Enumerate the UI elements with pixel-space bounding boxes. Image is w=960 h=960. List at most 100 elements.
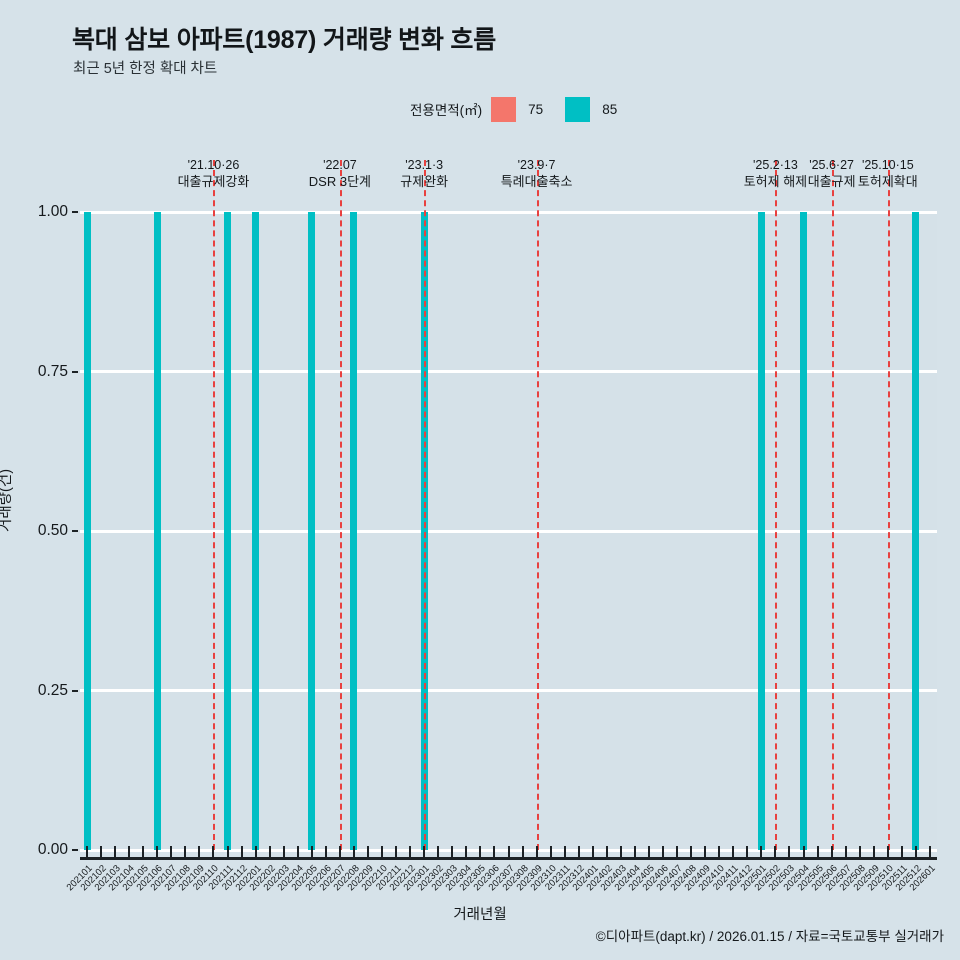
event-line: [831, 160, 834, 850]
x-axis-tick: [535, 846, 538, 857]
legend-title: 전용면적(㎡): [410, 103, 483, 118]
legend-label-85: 85: [602, 101, 618, 117]
y-axis-tick: [72, 530, 78, 532]
event-annotation-name: 특례대출축소: [500, 174, 573, 189]
event-annotation-date: '25.10·15: [861, 158, 914, 172]
x-axis-tick: [507, 846, 510, 857]
x-axis-tick: [858, 846, 861, 857]
x-axis-tick: [128, 846, 131, 857]
x-axis-tick: [367, 846, 369, 857]
bar: [912, 212, 920, 850]
event-annotation: '25.2·13 토허제 해제: [744, 157, 807, 190]
x-axis-tick: [310, 846, 313, 857]
x-axis-tick: [226, 846, 229, 857]
event-line: [536, 160, 539, 850]
legend-swatch-85: [565, 96, 591, 122]
y-axis-tick-label: 0.25: [37, 681, 68, 699]
x-axis-tick: [662, 846, 665, 857]
x-axis-tick: [577, 846, 580, 857]
x-axis-tick: [198, 846, 201, 857]
page-title: 복대 삼보 아파트(1987) 거래량 변화 흐름: [72, 26, 496, 54]
event-annotation: '21.10·26 대출규제강화: [178, 157, 250, 190]
y-axis-tick-label: 0.00: [37, 841, 68, 858]
x-axis-tick: [268, 846, 271, 857]
x-axis-tick: [324, 846, 327, 857]
y-axis-title: 거래량(건): [0, 468, 14, 532]
x-axis-tick: [465, 846, 468, 857]
x-axis-tick: [86, 846, 89, 857]
x-axis-tick: [381, 846, 384, 857]
page-subtitle: 최근 5년 한정 확대 차트: [73, 61, 218, 77]
bar: [350, 212, 358, 850]
x-axis-tick: [338, 846, 341, 857]
event-line: [424, 160, 427, 850]
bar: [757, 212, 765, 850]
y-axis-tick-label: 1.00: [37, 203, 68, 220]
event-annotation: '23.1·3 규제완화: [400, 157, 448, 190]
x-axis-tick: [170, 846, 173, 857]
x-axis-tick: [605, 846, 608, 857]
x-axis-tick: [282, 846, 285, 857]
x-axis-tick: [184, 846, 187, 857]
event-annotation-date: '22.07: [323, 158, 357, 172]
x-axis-tick: [521, 846, 524, 857]
x-axis-line: [80, 857, 937, 860]
x-axis-tick: [690, 846, 693, 857]
x-axis-tick: [254, 846, 257, 857]
x-axis-tick: [816, 846, 819, 857]
x-axis-tick: [493, 846, 496, 857]
x-axis-tick: [633, 846, 636, 857]
x-axis-tick: [760, 846, 763, 857]
x-axis-tick: [928, 846, 931, 857]
event-annotation-name: DSR 3단계: [308, 174, 372, 189]
bar: [83, 212, 91, 850]
gridline: [80, 689, 937, 692]
event-line: [213, 160, 216, 850]
event-annotation-name: 대출규제: [807, 174, 856, 189]
bar: [308, 212, 316, 850]
x-axis-tick: [296, 846, 299, 857]
event-annotation-date: '25.6·27: [809, 158, 855, 172]
bar: [153, 212, 161, 850]
event-annotation-name: 토허제 해제: [743, 174, 808, 189]
legend-label-75: 75: [528, 101, 544, 117]
x-axis-tick: [114, 846, 117, 857]
event-annotation: '23.9·7 특례대출축소: [501, 157, 573, 190]
event-annotation-date: '25.2·13: [753, 158, 798, 172]
x-axis-tick: [395, 846, 398, 857]
x-axis-tick: [409, 846, 412, 857]
x-axis-tick: [900, 846, 903, 857]
event-line: [775, 160, 778, 850]
event-line: [887, 160, 890, 850]
event-annotation: '25.10·15 토허제확대: [858, 157, 918, 190]
bar: [800, 212, 808, 850]
x-axis-tick: [830, 846, 833, 857]
x-axis-tick: [886, 846, 889, 857]
x-axis-tick: [746, 846, 749, 857]
x-axis-tick: [774, 846, 777, 857]
legend-swatch-75: [491, 96, 517, 122]
y-axis-tick: [72, 211, 78, 213]
x-axis-tick: [914, 846, 917, 857]
event-annotation: '25.6·27 대출규제: [808, 157, 856, 190]
x-axis-tick: [844, 846, 847, 857]
gridline: [80, 370, 937, 373]
x-axis-tick: [549, 846, 552, 857]
chart-legend: 전용면적(㎡) 75 85: [410, 96, 639, 122]
x-axis-tick: [437, 846, 440, 857]
event-annotation-name: 토허제확대: [857, 174, 918, 189]
bar: [252, 212, 260, 850]
x-axis-tick: [563, 846, 566, 857]
x-axis-tick: [451, 846, 454, 857]
x-axis-tick: [732, 846, 735, 857]
event-annotation-date: '21.10·26: [187, 158, 240, 172]
y-axis-tick: [72, 849, 78, 851]
x-axis-tick: [423, 846, 426, 857]
y-axis-tick: [72, 370, 78, 373]
event-annotation-name: 규제완화: [400, 174, 449, 189]
x-axis-tick: [240, 846, 243, 857]
event-annotation-date: '23.1·3: [405, 158, 444, 172]
x-axis-tick: [100, 846, 103, 857]
event-annotation: '22.07 DSR 3단계: [309, 157, 371, 190]
